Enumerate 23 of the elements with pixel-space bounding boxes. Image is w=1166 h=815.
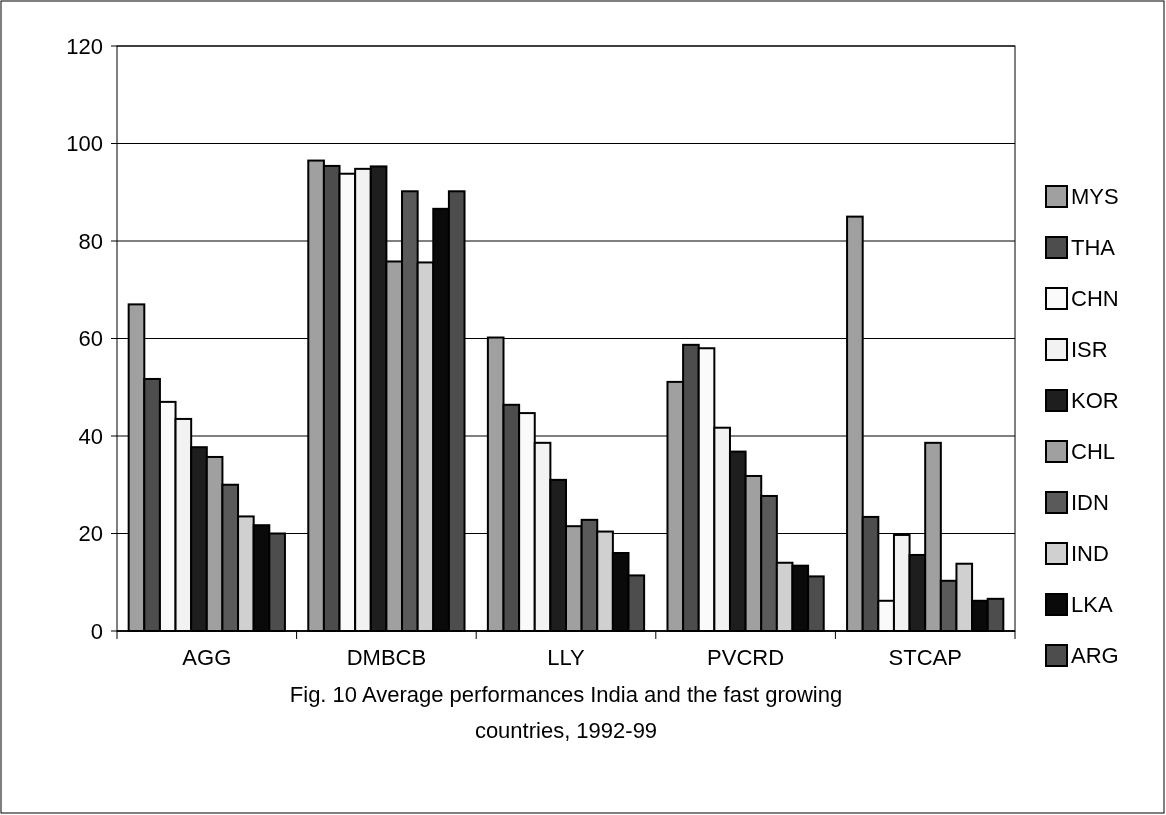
legend-label: LKA bbox=[1071, 591, 1113, 617]
text: Fig. 10 Average performances India and the fast growing countries, 1992-99 bbox=[289, 682, 843, 743]
legend-label: THA bbox=[1071, 234, 1116, 260]
legend-label: ARG bbox=[1071, 642, 1119, 668]
legend-label: MYS bbox=[1071, 183, 1119, 209]
legend-label: KOR bbox=[1071, 387, 1119, 413]
legend-label: CHN bbox=[1071, 285, 1119, 311]
legend-label: IDN bbox=[1071, 489, 1109, 515]
x-tick-label: PVCRD bbox=[707, 645, 785, 670]
legend-label: CHL bbox=[1071, 438, 1116, 464]
y-tick-label: 80 bbox=[78, 228, 103, 254]
y-tick-label: 0 bbox=[90, 618, 103, 644]
legend-label: ISR bbox=[1071, 336, 1108, 362]
y-tick-label: 60 bbox=[78, 326, 103, 352]
y-tick-label: 20 bbox=[78, 521, 103, 547]
x-tick-label: LLY bbox=[547, 645, 586, 670]
legend-label: IND bbox=[1071, 540, 1109, 566]
x-tick-label: AGG bbox=[182, 645, 232, 670]
y-tick-label: 40 bbox=[78, 423, 103, 449]
y-tick-label: 100 bbox=[66, 131, 103, 157]
x-tick-label: DMBCB bbox=[346, 645, 427, 670]
x-tick-label: STCAP bbox=[888, 645, 962, 670]
y-tick-label: 120 bbox=[66, 33, 103, 59]
